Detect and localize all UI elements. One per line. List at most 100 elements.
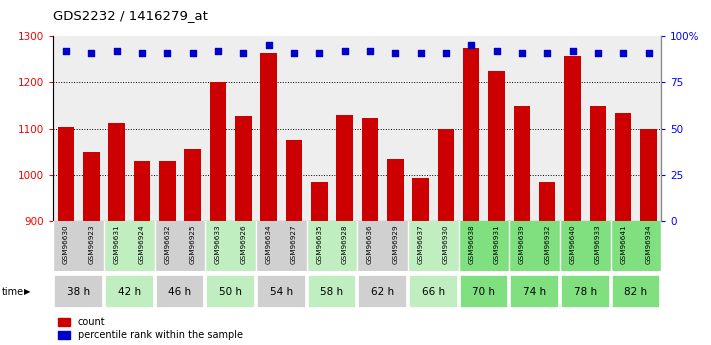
Point (237, 50, 249, 56)
Text: GSM96631: GSM96631 (114, 225, 119, 264)
Bar (210, 82, 226, 221)
Text: 78 h: 78 h (574, 287, 597, 296)
Text: 46 h: 46 h (169, 287, 191, 296)
Text: GSM96641: GSM96641 (620, 225, 626, 264)
Bar (509, 221, 560, 271)
Text: GSM96632: GSM96632 (164, 225, 171, 264)
Point (567, 48, 578, 54)
Point (60, 48, 72, 54)
Bar (611, 221, 661, 271)
Bar (58, 127, 74, 221)
Text: GSM96933: GSM96933 (595, 225, 601, 264)
Bar (589, 106, 606, 221)
Bar (83, 151, 100, 221)
Bar (463, 48, 479, 221)
Point (339, 48, 351, 54)
Text: 58 h: 58 h (321, 287, 343, 296)
Bar (260, 53, 277, 221)
Text: GSM96637: GSM96637 (417, 225, 424, 264)
Text: ▶: ▶ (24, 287, 31, 296)
Text: GSM96926: GSM96926 (240, 225, 246, 264)
Bar (510, 275, 559, 308)
Point (137, 50, 148, 56)
Bar (104, 221, 154, 271)
Bar (134, 161, 150, 221)
Text: GSM96635: GSM96635 (316, 225, 322, 264)
Text: 70 h: 70 h (472, 287, 496, 296)
Bar (184, 149, 201, 221)
Point (542, 50, 553, 56)
Bar (438, 129, 454, 221)
Bar (311, 181, 328, 221)
Bar (362, 118, 378, 221)
Text: 50 h: 50 h (219, 287, 242, 296)
Bar (539, 181, 555, 221)
Text: GDS2232 / 1416279_at: GDS2232 / 1416279_at (53, 9, 208, 22)
Bar (206, 275, 255, 308)
Bar (357, 221, 408, 271)
Point (288, 50, 299, 56)
Text: GSM96928: GSM96928 (341, 225, 348, 264)
Bar (53, 221, 104, 271)
Point (618, 50, 629, 56)
Point (491, 48, 502, 54)
Point (314, 50, 325, 56)
Point (516, 50, 528, 56)
Bar (615, 113, 631, 221)
Text: 82 h: 82 h (624, 287, 648, 296)
Text: GSM96934: GSM96934 (646, 225, 651, 264)
Bar (286, 140, 302, 221)
Point (213, 48, 224, 54)
Text: GSM96924: GSM96924 (139, 225, 145, 264)
Bar (159, 161, 176, 221)
Text: GSM96636: GSM96636 (367, 225, 373, 264)
Text: GSM96925: GSM96925 (190, 225, 196, 264)
Text: time: time (1, 287, 23, 296)
Bar (257, 275, 306, 308)
Bar (560, 221, 611, 271)
Text: GSM96640: GSM96640 (570, 225, 576, 264)
Bar (235, 116, 252, 221)
Bar (156, 275, 204, 308)
Text: GSM96930: GSM96930 (443, 225, 449, 264)
Bar (256, 221, 306, 271)
Text: GSM96630: GSM96630 (63, 225, 69, 264)
Bar (154, 221, 205, 271)
Bar (412, 178, 429, 221)
Point (364, 48, 375, 54)
Bar (108, 122, 125, 221)
Text: GSM96923: GSM96923 (88, 225, 95, 264)
Text: GSM96927: GSM96927 (291, 225, 297, 264)
Point (187, 50, 198, 56)
Bar (387, 158, 404, 221)
Legend: count, percentile rank within the sample: count, percentile rank within the sample (58, 317, 242, 340)
Bar (641, 128, 657, 221)
Text: 62 h: 62 h (371, 287, 394, 296)
Point (466, 43, 477, 48)
Text: GSM96633: GSM96633 (215, 225, 221, 264)
Bar (105, 275, 154, 308)
Text: GSM96929: GSM96929 (392, 225, 398, 264)
Text: 42 h: 42 h (118, 287, 141, 296)
Bar (488, 71, 505, 221)
Text: 54 h: 54 h (269, 287, 293, 296)
Bar (308, 275, 356, 308)
Point (161, 50, 173, 56)
Text: 66 h: 66 h (422, 287, 445, 296)
Bar (54, 275, 103, 308)
Point (390, 50, 401, 56)
Bar (336, 115, 353, 221)
Text: GSM96931: GSM96931 (493, 225, 500, 264)
Bar (358, 275, 407, 308)
Bar (306, 221, 357, 271)
Text: GSM96634: GSM96634 (266, 225, 272, 264)
Point (440, 50, 451, 56)
Bar (408, 221, 459, 271)
Bar (459, 275, 508, 308)
Bar (561, 275, 609, 308)
Point (85, 50, 97, 56)
Text: GSM96639: GSM96639 (519, 225, 525, 264)
Bar (565, 56, 581, 221)
Text: 38 h: 38 h (67, 287, 90, 296)
Point (592, 50, 604, 56)
